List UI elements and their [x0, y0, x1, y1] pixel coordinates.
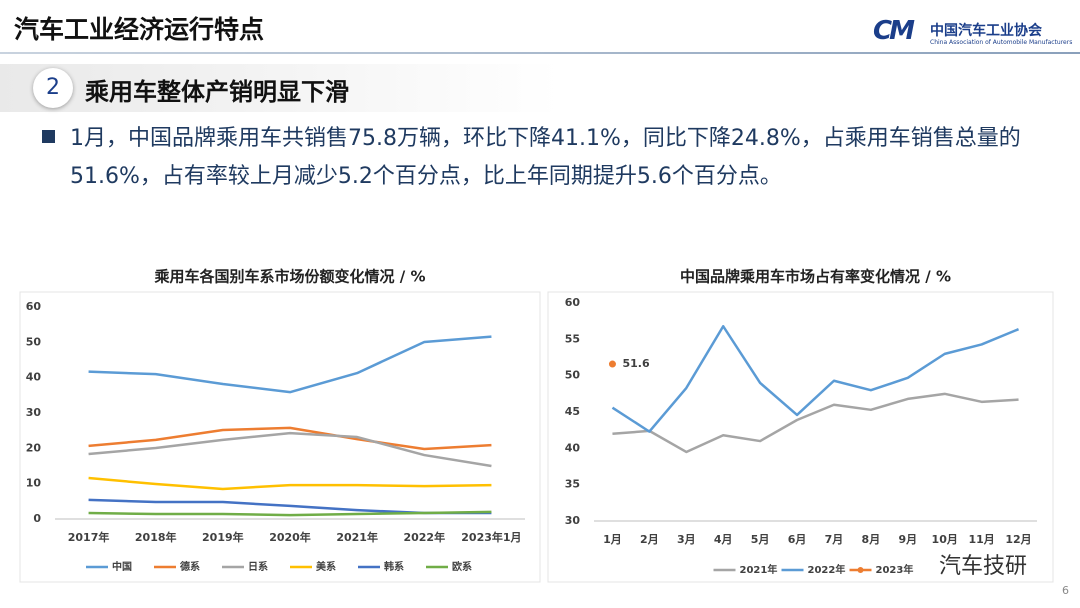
legend-label: 美系	[316, 560, 336, 573]
x-tick-label: 2022年	[403, 530, 445, 544]
org-name: 中国汽车工业协会	[930, 23, 1042, 39]
x-tick-label: 8月	[862, 533, 881, 546]
x-tick-label: 9月	[898, 533, 917, 546]
bullet-marker	[42, 130, 55, 143]
x-tick-label: 1月	[603, 533, 622, 546]
logo-mark: CM	[873, 16, 915, 46]
x-tick-label: 2017年	[68, 530, 110, 544]
x-tick-label: 2月	[640, 533, 659, 546]
y-tick-label: 10	[26, 477, 42, 490]
legend-label: 2021年	[740, 563, 778, 576]
x-tick-label: 2023年1月	[461, 530, 521, 544]
x-tick-label: 10月	[932, 533, 958, 546]
series-line	[88, 426, 492, 451]
x-tick-label: 4月	[714, 533, 733, 546]
page-number: 6	[1062, 584, 1069, 597]
x-tick-label: 11月	[968, 533, 994, 546]
y-tick-label: 35	[565, 478, 580, 491]
legend-label: 2022年	[808, 563, 846, 576]
chart-title: 乘用车各国别车系市场份额变化情况 / %	[154, 268, 426, 286]
legend-label: 德系	[179, 560, 200, 573]
x-tick-label: 5月	[751, 533, 770, 546]
header-rule	[0, 52, 1080, 54]
legend-label: 中国	[112, 560, 132, 573]
legend-label: 欧系	[452, 560, 472, 573]
x-tick-label: 2019年	[202, 530, 244, 544]
chart-frame	[547, 291, 1054, 583]
series-line	[611, 325, 1020, 433]
y-tick-label: 50	[565, 369, 581, 382]
x-tick-label: 7月	[825, 533, 844, 546]
y-tick-label: 40	[565, 441, 581, 454]
org-name-en: China Association of Automobile Manufact…	[930, 39, 1073, 46]
legend-label: 2023年	[876, 563, 914, 576]
y-tick-label: 30	[565, 514, 581, 527]
y-tick-label: 30	[26, 406, 42, 419]
y-tick-label: 45	[565, 405, 580, 418]
y-tick-label: 50	[26, 335, 42, 348]
series-line	[88, 510, 492, 517]
series-line	[88, 431, 492, 468]
series-line	[88, 335, 492, 394]
chart-frame	[19, 291, 541, 583]
y-tick-label: 55	[565, 332, 580, 345]
section-number: 2	[33, 68, 73, 108]
legend-label: 韩系	[384, 560, 404, 573]
y-tick-label: 0	[33, 512, 41, 525]
x-tick-label: 6月	[788, 533, 807, 546]
page-title: 汽车工业经济运行特点	[14, 15, 265, 44]
y-tick-label: 60	[565, 296, 581, 309]
watermark: 汽车技研	[935, 548, 1032, 580]
x-tick-label: 12月	[1005, 533, 1031, 546]
x-tick-label: 2018年	[135, 530, 177, 544]
bullet-text: 1月，中国品牌乘用车共销售75.8万辆，环比下降41.1%，同比下降24.8%，…	[70, 126, 1021, 189]
series-line	[88, 498, 492, 515]
y-tick-label: 60	[26, 300, 42, 313]
data-label: 51.6	[622, 357, 649, 370]
legend-label: 日系	[248, 560, 268, 573]
x-tick-label: 2021年	[336, 530, 378, 544]
series-point	[608, 360, 616, 368]
chart-title: 中国品牌乘用车市场占有率变化情况 / %	[680, 268, 951, 286]
section-band	[0, 64, 560, 112]
series-line	[88, 476, 492, 491]
section-title: 乘用车整体产销明显下滑	[85, 78, 349, 106]
legend-marker	[857, 567, 864, 573]
y-tick-label: 40	[26, 371, 42, 384]
y-tick-label: 20	[26, 441, 42, 454]
series-line	[612, 392, 1019, 454]
x-tick-label: 2020年	[269, 530, 311, 544]
x-tick-label: 3月	[677, 533, 696, 546]
